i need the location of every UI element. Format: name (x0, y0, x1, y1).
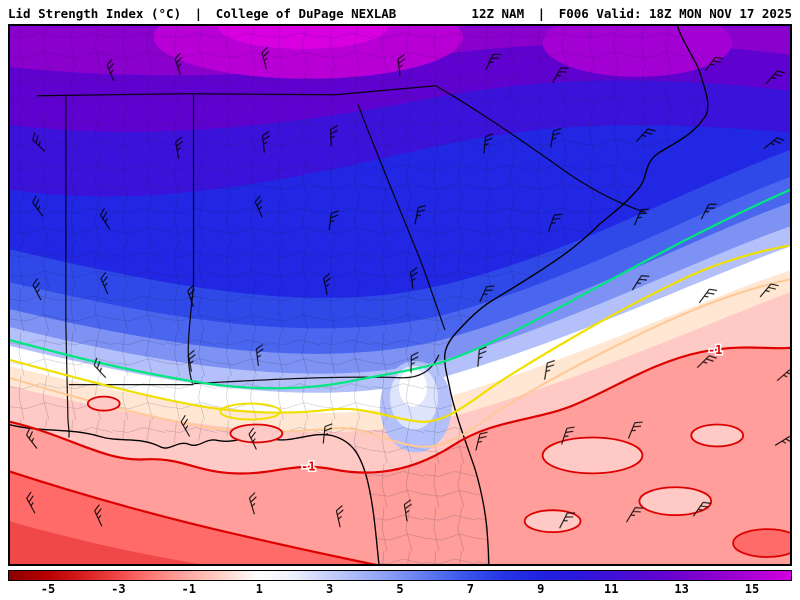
contour-line-red (9, 346, 791, 565)
colorbar-tick-label: -3 (111, 582, 126, 596)
contour-value-labels: -1 -1 (300, 341, 724, 475)
colorbar-tick-label: 5 (396, 582, 404, 596)
map-area: -1 -1 (8, 24, 792, 566)
colorbar-tick-label: 7 (466, 582, 475, 596)
model-run: 12Z NAM (471, 6, 525, 21)
contour-line-orange (9, 278, 791, 448)
contour-label-neg1-left: -1 (301, 459, 315, 473)
contour-line-yellow (9, 244, 791, 423)
map-border (9, 25, 791, 565)
state-line-ms-al (65, 94, 70, 438)
state-line-tn (36, 93, 336, 97)
title-bar: Lid Strength Index (°C) | College of DuP… (0, 0, 800, 24)
product-title: Lid Strength Index (°C) (8, 6, 182, 21)
colorbar-ticks: -5 -3 -1 1 3 5 7 9 11 13 15 (8, 581, 792, 596)
colorbar-tick-label: 15 (744, 582, 760, 596)
valid-divider: | (537, 6, 546, 21)
colorbar-tick-label: 1 (255, 582, 263, 596)
colorbar-tick-label: 11 (603, 582, 619, 596)
lsi-map-svg: -1 -1 (9, 25, 791, 565)
contour-closed-cells (86, 395, 791, 558)
state-line-ga-sc (357, 104, 446, 331)
colorbar-tick-label: 13 (674, 582, 689, 596)
colorbar-tick-label: -1 (181, 582, 197, 596)
colorbar-tick-label: 3 (325, 582, 334, 596)
colorbar-tick-label: -5 (40, 582, 56, 596)
valid-time: F006 Valid: 18Z MON NOV 17 2025 (558, 6, 792, 21)
state-line-nc (335, 85, 646, 213)
contour-label-neg1-right: -1 (708, 343, 722, 357)
contour-line-green (9, 188, 791, 390)
colorbar-tick-label: 9 (537, 582, 545, 596)
colorbar-gradient (8, 570, 792, 581)
title-divider: | (194, 6, 203, 21)
source-name: College of DuPage NEXLAB (215, 6, 397, 21)
colorbar: -5 -3 -1 1 3 5 7 9 11 13 15 (8, 570, 792, 596)
state-line-al-ga (187, 94, 195, 384)
title-left: Lid Strength Index (°C) | College of DuP… (8, 6, 396, 21)
coastline-path (9, 25, 709, 565)
title-right: 12Z NAM | F006 Valid: 18Z MON NOV 17 202… (471, 6, 792, 21)
